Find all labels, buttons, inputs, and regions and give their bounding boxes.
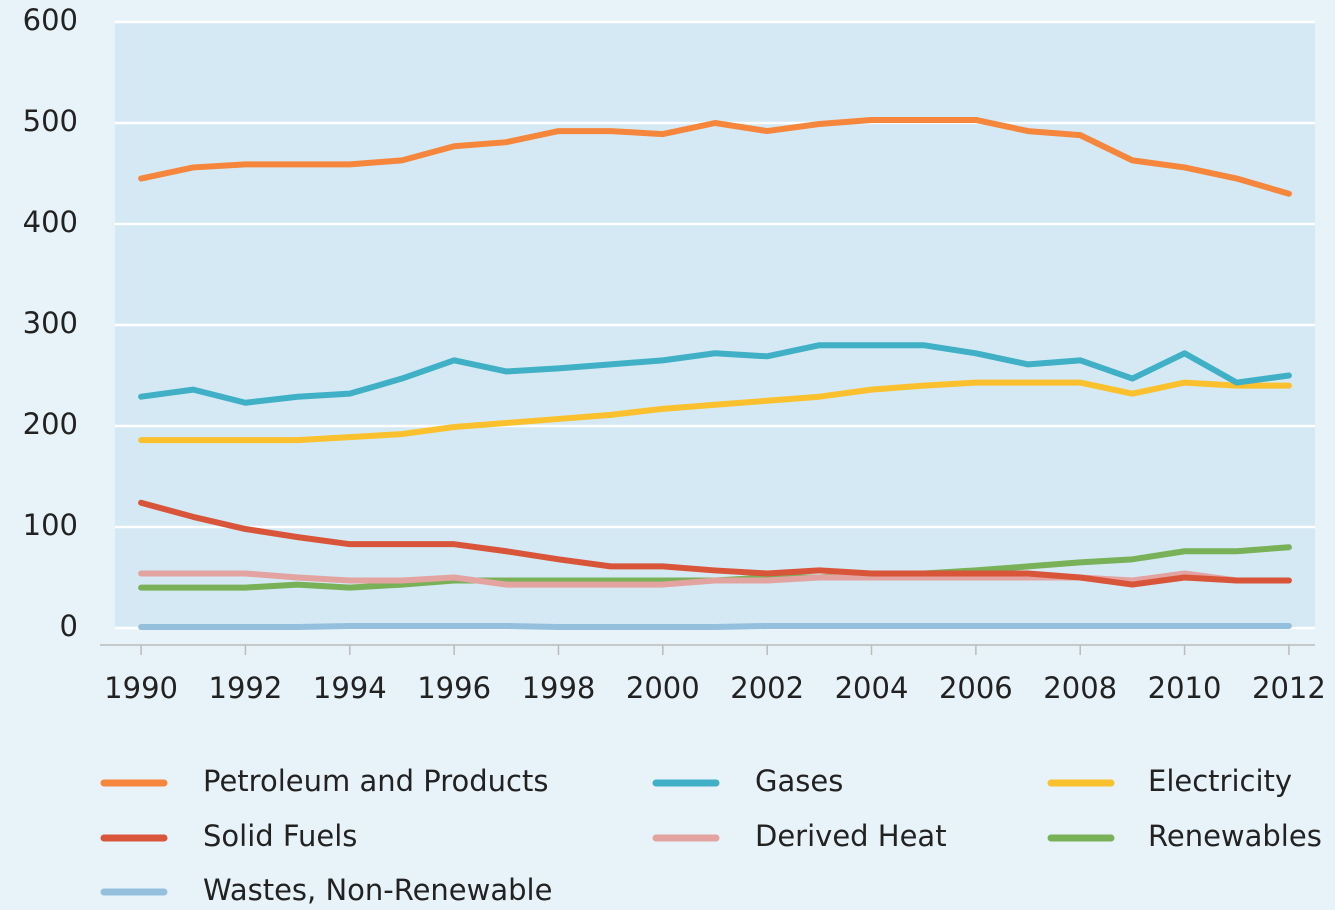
legend-label: Solid Fuels [203,819,357,853]
legend-label: Electricity [1148,764,1292,798]
x-tick-label: 1996 [417,671,491,705]
x-tick-label: 2010 [1148,671,1222,705]
x-tick-label: 2006 [939,671,1013,705]
legend-label: Wastes, Non-Renewable [203,873,552,907]
x-tick-label: 2012 [1252,671,1326,705]
y-tick-label: 100 [23,508,78,542]
x-tick-label: 2008 [1043,671,1117,705]
y-tick-label: 0 [60,609,78,643]
x-tick-label: 1990 [104,671,178,705]
series-line [138,499,1292,588]
series-line [138,342,1292,406]
series-line [138,116,1292,197]
series-line [138,379,1292,444]
x-tick-label: 1998 [522,671,596,705]
y-tick-label: 600 [23,3,78,37]
y-tick-label: 300 [23,306,78,340]
legend-label: Petroleum and Products [203,764,548,798]
legend-label: Derived Heat [755,819,947,853]
legend-label: Renewables [1148,819,1322,853]
x-tick-label: 2002 [730,671,804,705]
x-tick-label: 2004 [835,671,909,705]
y-tick-label: 400 [23,205,78,239]
x-tick-label: 2000 [626,671,700,705]
legend-label: Gases [755,764,843,798]
y-tick-label: 500 [23,104,78,138]
y-tick-label: 200 [23,407,78,441]
x-tick-label: 1992 [209,671,283,705]
series-line [138,622,1292,630]
x-tick-label: 1994 [313,671,387,705]
